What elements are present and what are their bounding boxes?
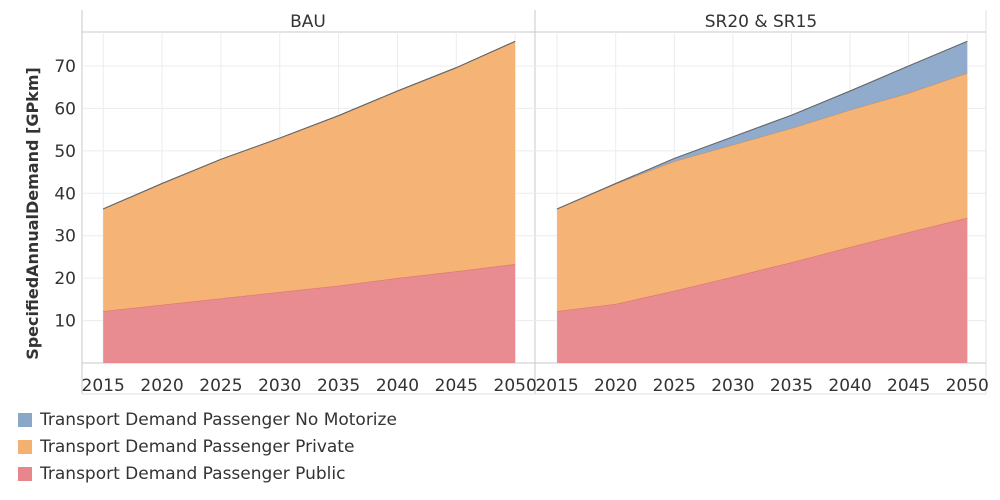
area-transport-demand-passenger-private (557, 73, 968, 312)
panel-title: BAU (290, 12, 326, 32)
area-transport-demand-passenger-public (557, 217, 968, 363)
legend-swatch (18, 466, 32, 481)
x-tick-label: 2045 (435, 376, 478, 396)
y-tick-label: 20 (54, 269, 76, 289)
legend-label: Transport Demand Passenger Public (40, 463, 346, 484)
total-outline (102, 40, 516, 210)
y-tick-label: 10 (54, 312, 76, 332)
x-tick-label: 2025 (199, 376, 242, 396)
x-tick-label: 2030 (258, 376, 301, 396)
legend-item: Transport Demand Passenger Public (18, 460, 397, 487)
total-outline (556, 40, 968, 210)
x-tick-label: 2040 (376, 376, 419, 396)
y-tick-label: 40 (54, 184, 76, 204)
y-tick-label: 60 (54, 99, 76, 119)
area-transport-demand-passenger-private (103, 41, 516, 312)
x-tick-label: 2030 (711, 376, 754, 396)
area-transport-demand-passenger-public (103, 264, 516, 363)
x-tick-label: 2035 (770, 376, 813, 396)
legend-swatch (18, 439, 32, 454)
y-axis-label: SpecifiedAnnualDemand [GPkm] (23, 67, 42, 360)
x-tick-label: 2035 (317, 376, 360, 396)
x-tick-label: 2025 (653, 376, 696, 396)
legend-label: Transport Demand Passenger Private (40, 436, 355, 457)
y-tick-label: 30 (54, 227, 76, 247)
y-tick-label: 70 (54, 57, 76, 77)
x-tick-label: 2015 (82, 376, 125, 396)
legend-swatch (18, 412, 32, 427)
y-tick-label: 50 (54, 142, 76, 162)
x-tick-label: 2050 (946, 376, 989, 396)
legend-item: Transport Demand Passenger Private (18, 433, 397, 460)
x-tick-label: 2015 (535, 376, 578, 396)
panel-title: SR20 & SR15 (705, 12, 818, 32)
x-tick-label: 2020 (140, 376, 183, 396)
x-tick-label: 2045 (887, 376, 930, 396)
x-tick-label: 2040 (828, 376, 871, 396)
x-tick-label: 2050 (494, 376, 537, 396)
x-tick-label: 2020 (594, 376, 637, 396)
legend-item: Transport Demand Passenger No Motorize (18, 406, 397, 433)
legend: Transport Demand Passenger No Motorize Tr… (18, 406, 397, 487)
legend-label: Transport Demand Passenger No Motorize (40, 409, 397, 430)
area-transport-demand-passenger-no-motorize (557, 41, 968, 209)
